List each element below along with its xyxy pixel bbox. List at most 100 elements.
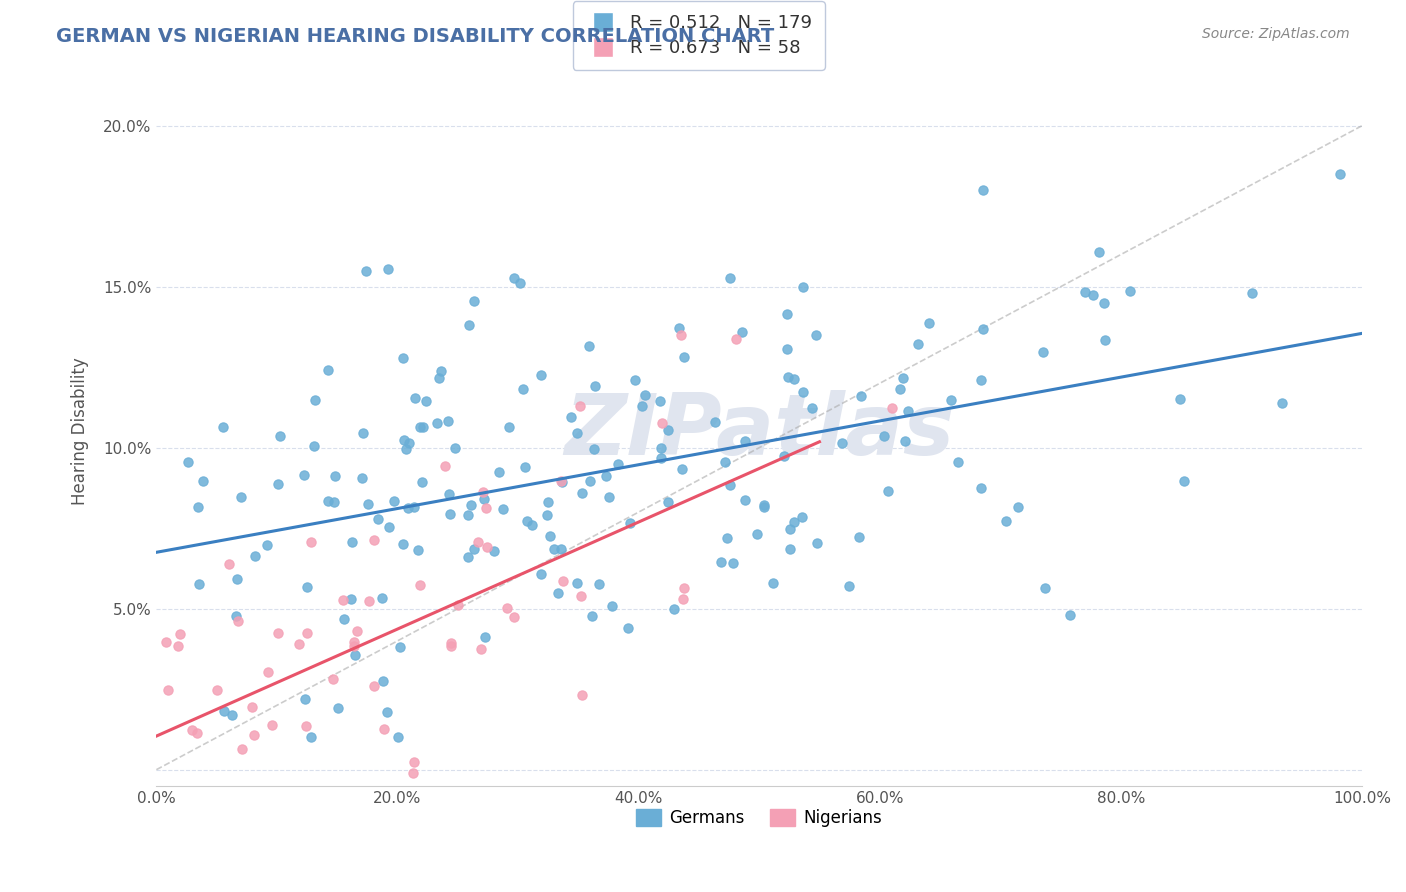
Point bbox=[792, 280, 814, 294]
Point bbox=[648, 393, 671, 408]
Point bbox=[209, 827, 232, 841]
Point bbox=[972, 184, 994, 198]
Point bbox=[354, 264, 377, 278]
Point bbox=[588, 577, 610, 591]
Point bbox=[575, 785, 598, 799]
Point bbox=[388, 640, 411, 654]
Point bbox=[326, 701, 349, 715]
Point bbox=[704, 415, 727, 429]
Point bbox=[772, 449, 794, 463]
Point bbox=[292, 467, 315, 482]
Point bbox=[458, 318, 481, 332]
Point bbox=[343, 634, 366, 648]
Point bbox=[263, 827, 285, 841]
Point bbox=[266, 625, 288, 640]
Point bbox=[180, 723, 202, 737]
Text: Source: ZipAtlas.com: Source: ZipAtlas.com bbox=[1202, 27, 1350, 41]
Point bbox=[344, 648, 367, 662]
Point bbox=[352, 425, 374, 440]
Point bbox=[434, 459, 457, 474]
Point bbox=[560, 409, 582, 424]
Point bbox=[578, 339, 600, 353]
Point bbox=[243, 549, 266, 564]
Point bbox=[346, 624, 368, 639]
Point bbox=[776, 369, 799, 384]
Point bbox=[155, 635, 177, 649]
Text: GERMAN VS NIGERIAN HEARING DISABILITY CORRELATION CHART: GERMAN VS NIGERIAN HEARING DISABILITY CO… bbox=[56, 27, 775, 45]
Point bbox=[714, 455, 737, 469]
Point bbox=[299, 731, 322, 745]
Point bbox=[256, 538, 278, 552]
Point bbox=[1119, 285, 1142, 299]
Point bbox=[1173, 474, 1195, 488]
Point bbox=[752, 500, 775, 514]
Point bbox=[550, 475, 572, 490]
Point bbox=[260, 718, 283, 732]
Point bbox=[619, 516, 641, 531]
Point bbox=[538, 529, 561, 543]
Point bbox=[536, 508, 558, 523]
Point bbox=[463, 542, 485, 557]
Point bbox=[792, 385, 814, 400]
Point bbox=[1059, 608, 1081, 623]
Point bbox=[406, 543, 429, 558]
Point bbox=[891, 371, 914, 385]
Point bbox=[457, 508, 479, 522]
Point bbox=[565, 576, 588, 591]
Point bbox=[396, 501, 419, 516]
Point bbox=[439, 640, 461, 654]
Point bbox=[882, 401, 904, 415]
Point bbox=[169, 627, 191, 641]
Point bbox=[177, 455, 200, 469]
Point bbox=[725, 332, 748, 346]
Point bbox=[672, 591, 695, 606]
Point bbox=[547, 586, 569, 600]
Point bbox=[583, 379, 606, 393]
Point bbox=[752, 498, 775, 512]
Point bbox=[503, 270, 526, 285]
Point bbox=[571, 486, 593, 500]
Point bbox=[710, 555, 733, 569]
Point bbox=[267, 477, 290, 491]
Point bbox=[530, 368, 553, 382]
Point bbox=[470, 642, 492, 657]
Point bbox=[650, 451, 672, 466]
Point bbox=[496, 600, 519, 615]
Point bbox=[1081, 287, 1104, 301]
Point bbox=[718, 478, 741, 492]
Point bbox=[565, 426, 588, 441]
Point bbox=[657, 424, 679, 438]
Point bbox=[240, 700, 263, 714]
Point bbox=[444, 442, 467, 456]
Point bbox=[218, 558, 240, 572]
Point bbox=[332, 592, 354, 607]
Point bbox=[472, 491, 495, 506]
Point bbox=[1094, 333, 1116, 347]
Point bbox=[671, 462, 693, 476]
Point bbox=[186, 726, 208, 740]
Point bbox=[651, 416, 673, 430]
Point bbox=[437, 413, 460, 427]
Point bbox=[297, 626, 319, 640]
Point bbox=[1168, 392, 1191, 406]
Point bbox=[402, 756, 425, 770]
Point bbox=[408, 577, 430, 591]
Point bbox=[415, 394, 437, 409]
Point bbox=[522, 518, 544, 533]
Point bbox=[1032, 345, 1054, 359]
Point bbox=[392, 351, 415, 366]
Point bbox=[498, 420, 520, 434]
Point bbox=[404, 391, 426, 405]
Point bbox=[537, 494, 560, 508]
Point bbox=[427, 370, 450, 384]
Point bbox=[205, 682, 228, 697]
Point bbox=[382, 494, 405, 508]
Point bbox=[569, 589, 592, 603]
Point bbox=[734, 493, 756, 508]
Point bbox=[624, 373, 647, 387]
Point bbox=[918, 317, 941, 331]
Point bbox=[553, 574, 575, 588]
Point bbox=[783, 515, 806, 529]
Point bbox=[357, 497, 380, 511]
Point bbox=[294, 691, 316, 706]
